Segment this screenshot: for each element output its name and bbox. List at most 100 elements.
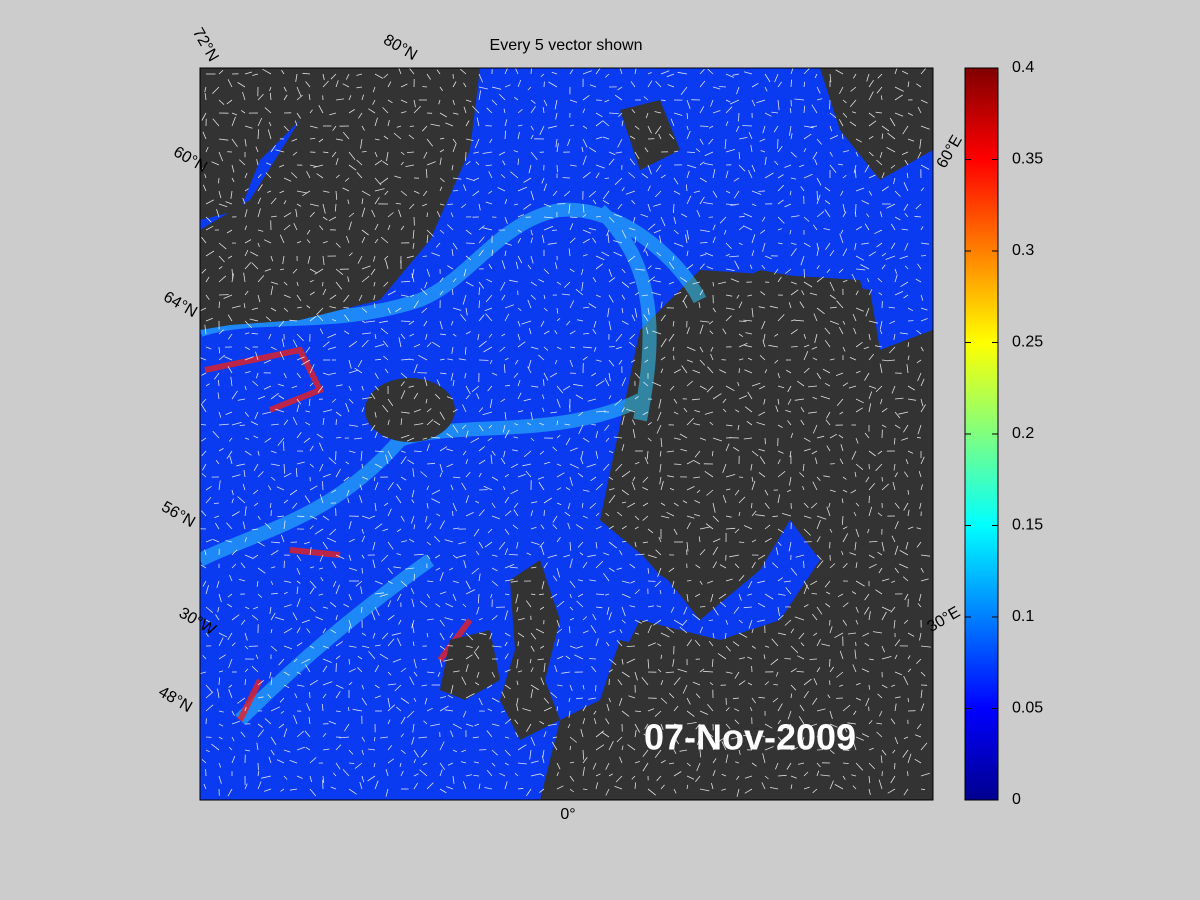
vector: [552, 446, 558, 452]
vector: [335, 157, 339, 166]
vector: [790, 567, 798, 576]
vector: [322, 151, 329, 154]
vector: [738, 511, 741, 517]
vector: [400, 151, 405, 156]
vector: [595, 216, 601, 218]
vector: [383, 355, 389, 361]
vector: [356, 159, 363, 166]
vector: [478, 314, 485, 322]
vector: [242, 91, 246, 101]
vector: [296, 567, 301, 575]
vector: [634, 723, 641, 733]
vector: [894, 472, 898, 478]
vector: [803, 771, 809, 777]
vector: [723, 408, 727, 413]
vector: [374, 695, 381, 699]
vector: [816, 639, 821, 647]
vector: [205, 294, 210, 300]
vector: [230, 190, 233, 199]
vector: [400, 667, 407, 673]
vector: [811, 450, 818, 455]
vector: [569, 164, 577, 167]
vector: [790, 668, 797, 673]
vector: [592, 277, 597, 283]
vector: [504, 736, 510, 739]
vector: [473, 651, 480, 660]
vector: [257, 696, 264, 699]
vector: [478, 281, 485, 289]
vector: [751, 480, 756, 491]
vector: [582, 346, 592, 349]
vector: [255, 351, 259, 361]
vector: [692, 613, 701, 621]
vector: [787, 420, 792, 426]
vector: [530, 437, 535, 442]
vector: [879, 363, 883, 374]
vector: [201, 510, 207, 517]
vector: [605, 437, 610, 442]
vector: [814, 158, 818, 166]
vector: [692, 369, 701, 374]
vector: [205, 684, 213, 693]
vector: [322, 417, 325, 426]
vector: [772, 562, 779, 569]
vector: [244, 632, 248, 641]
vector: [387, 541, 394, 550]
vector: [305, 746, 311, 751]
vector: [587, 554, 597, 558]
vector: [708, 619, 714, 621]
vector: [658, 736, 662, 743]
vector: [738, 320, 747, 322]
vector: [361, 229, 369, 236]
vector: [218, 329, 224, 335]
vector: [372, 99, 376, 105]
vector: [764, 86, 768, 92]
vector: [582, 749, 585, 760]
vector: [658, 536, 662, 543]
vector: [777, 746, 786, 751]
vector: [283, 86, 287, 92]
vector: [681, 213, 688, 218]
vector: [251, 614, 259, 621]
vector: [396, 483, 402, 491]
vector: [406, 710, 415, 718]
vector: [608, 359, 615, 367]
vector: [530, 385, 539, 388]
vector: [743, 225, 753, 231]
vector: [866, 73, 870, 82]
vector: [411, 736, 415, 745]
vector: [439, 788, 447, 794]
vector: [461, 619, 467, 621]
vector: [361, 554, 365, 559]
vector: [483, 485, 493, 491]
vector: [516, 697, 519, 706]
vector: [270, 706, 281, 712]
vector: [530, 255, 534, 264]
vector: [855, 606, 859, 613]
vector: [864, 372, 870, 381]
vector: [231, 116, 236, 127]
vector: [821, 643, 831, 647]
vector: [361, 207, 366, 218]
vector: [712, 745, 716, 751]
vector: [917, 372, 922, 382]
vector: [855, 463, 864, 471]
vector: [725, 515, 732, 518]
vector: [872, 631, 883, 634]
vector: [458, 358, 467, 361]
vector: [430, 723, 441, 727]
vector: [642, 476, 649, 483]
vector: [387, 671, 392, 676]
vector: [322, 281, 324, 287]
vector: [251, 332, 259, 335]
vector: [829, 358, 835, 361]
vector: [604, 99, 610, 103]
vector: [204, 92, 207, 101]
vector: [513, 96, 519, 101]
vector: [276, 486, 285, 491]
vector: [439, 333, 446, 336]
vector: [777, 703, 783, 712]
vector: [383, 73, 389, 79]
vector: [436, 513, 441, 517]
vector: [904, 593, 909, 601]
